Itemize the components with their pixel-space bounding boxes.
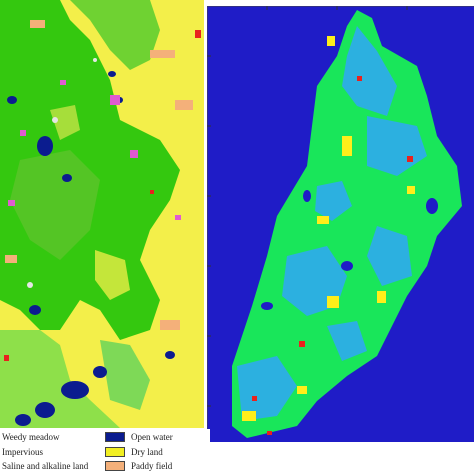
yellow-patch	[317, 216, 329, 224]
yellow-patch	[297, 386, 307, 394]
legend-label: Weedy meadow	[2, 432, 60, 442]
red-patch	[150, 190, 154, 194]
legend-label: Saline and alkaline land	[2, 461, 89, 471]
land-use-map-canvas	[0, 0, 204, 428]
wetland-body	[232, 10, 462, 438]
open-water-hole	[426, 198, 438, 214]
open-water-body	[108, 71, 116, 77]
legend-item-saline-land: Saline and alkaline land	[2, 460, 88, 472]
weedy-meadow-south	[0, 330, 120, 428]
red-patch	[299, 341, 305, 347]
shallow-water-region	[327, 321, 367, 361]
classification-map-canvas	[207, 6, 474, 442]
land-use-map	[0, 0, 204, 428]
legend-label: Open water	[131, 432, 173, 442]
legend-swatch	[105, 461, 125, 471]
weedy-meadow-light	[10, 150, 100, 260]
impervious-patch	[175, 215, 181, 220]
yellow-patch	[327, 36, 335, 46]
shallow-water-region	[367, 226, 412, 286]
yellow-patch	[242, 411, 256, 421]
legend-swatch	[105, 432, 125, 442]
impervious-patch	[20, 130, 26, 136]
impervious-patch	[110, 95, 120, 105]
open-water-body	[62, 174, 72, 182]
yellow-patch	[377, 291, 386, 303]
yellow-patch	[342, 136, 352, 156]
legend-item-paddy-field: Paddy field	[105, 460, 172, 472]
map-legend: Weedy meadow Open water Impervious Dry l…	[0, 429, 210, 474]
legend-item-impervious: Impervious	[2, 446, 43, 458]
red-patch	[252, 396, 257, 401]
paddy-field-patch	[5, 255, 17, 263]
weedy-meadow-region-north	[70, 0, 160, 70]
impervious-patch	[130, 150, 138, 158]
open-water-body	[7, 96, 17, 104]
open-water-body	[15, 414, 31, 426]
legend-swatch	[105, 447, 125, 457]
dry-land-patch	[95, 250, 130, 300]
red-patch	[267, 431, 272, 435]
shallow-water-region	[315, 181, 352, 221]
red-patch	[407, 156, 413, 162]
open-water-body	[35, 402, 55, 418]
red-patch	[4, 355, 9, 361]
open-water-body	[37, 136, 53, 156]
weedy-meadow-south-inner	[100, 340, 150, 410]
legend-label: Impervious	[2, 447, 43, 457]
open-water-body	[29, 305, 41, 315]
open-water-hole	[303, 190, 311, 202]
shallow-water-region	[237, 356, 297, 421]
red-patch	[195, 30, 201, 38]
paddy-field-patch	[160, 320, 180, 330]
paddy-field-patch	[30, 20, 45, 28]
saline-land-patch	[93, 58, 97, 62]
open-water-body	[165, 351, 175, 359]
saline-land-patch	[52, 117, 58, 123]
dry-land-patch	[50, 105, 80, 140]
yellow-patch	[407, 186, 415, 194]
paddy-field-patch	[175, 100, 193, 110]
impervious-patch	[60, 80, 66, 85]
yellow-patch	[327, 296, 339, 308]
open-water-body	[93, 366, 107, 378]
legend-item-weedy-meadow: Weedy meadow	[2, 431, 60, 443]
legend-label: Paddy field	[131, 461, 173, 471]
open-water-body	[61, 381, 89, 399]
open-water-hole	[341, 261, 353, 271]
legend-item-open-water: Open water	[105, 431, 173, 443]
legend-label: Dry land	[131, 447, 163, 457]
open-water-hole	[261, 302, 273, 310]
shallow-water-region	[342, 26, 397, 116]
red-patch	[357, 76, 362, 81]
paddy-field-patch	[150, 50, 175, 58]
saline-land-patch	[27, 282, 33, 288]
legend-item-dry-land: Dry land	[105, 446, 163, 458]
classification-map	[207, 6, 474, 442]
impervious-patch	[8, 200, 15, 206]
